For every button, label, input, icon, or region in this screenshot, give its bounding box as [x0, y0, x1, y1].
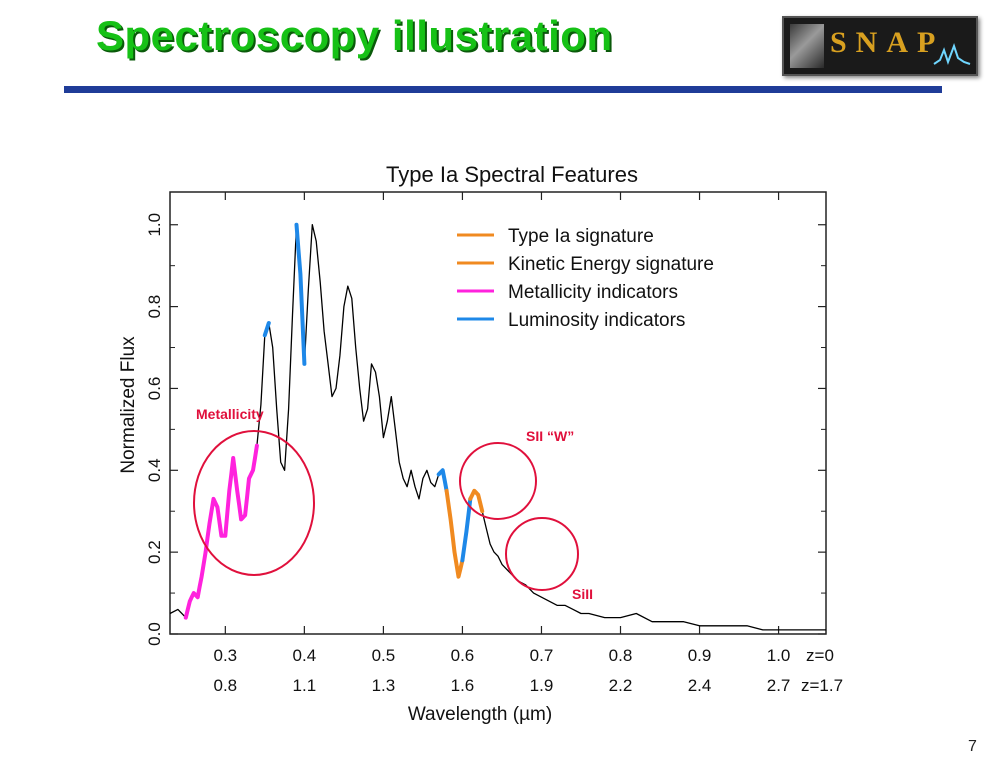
x-tick-label-observed: 0.6 — [451, 646, 475, 665]
x-tick-label-redshifted: 0.8 — [214, 676, 238, 695]
x-tick-label-observed: 0.7 — [530, 646, 554, 665]
x-tick-label-observed: 0.3 — [214, 646, 238, 665]
legend: Type Ia signature Kinetic Energy signatur… — [457, 226, 714, 331]
x-tick-label-redshifted: 2.7 — [767, 676, 791, 695]
sii-w-circle — [459, 442, 537, 520]
page-number: 7 — [968, 738, 977, 755]
luminosity-highlight — [294, 222, 307, 366]
siii-circle — [505, 517, 579, 591]
y-axis-label: Normalized Flux — [118, 336, 139, 474]
spectrum-layer — [169, 222, 826, 631]
y-axis-ticks: 0.0 0.2 0.4 0.6 0.8 1.0 — [145, 213, 826, 646]
annotation-metallicity: Metallicity — [196, 406, 264, 422]
y-tick-label: 1.0 — [145, 213, 164, 237]
x-tick-label-observed: 1.0 — [767, 646, 791, 665]
x-tick-label-observed: 0.4 — [293, 646, 317, 665]
x-tick-label-observed: z=0 — [806, 646, 834, 665]
luminosity-highlight — [460, 496, 473, 563]
x-tick-label-redshifted: 1.1 — [293, 676, 317, 695]
legend-label: Type Ia signature — [508, 226, 654, 247]
y-tick-label: 0.4 — [145, 458, 164, 482]
x-tick-label-observed: 0.8 — [609, 646, 633, 665]
x-tick-label-redshifted: 1.6 — [451, 676, 475, 695]
metallicity-highlight — [183, 443, 259, 620]
title-rule — [64, 86, 942, 93]
legend-label: Kinetic Energy signature — [508, 254, 714, 275]
logo-text: SNAP — [830, 26, 945, 59]
y-tick-label: 0.6 — [145, 377, 164, 401]
y-tick-label: 0.2 — [145, 540, 164, 564]
annotation-siii: SiII — [572, 586, 593, 602]
legend-label: Luminosity indicators — [508, 310, 685, 331]
x-tick-label-redshifted: 2.2 — [609, 676, 633, 695]
logo-spectrum-icon — [933, 43, 971, 65]
type_ia-highlight — [444, 488, 465, 579]
x-axis-label: Wavelength (µm) — [408, 704, 552, 725]
luminosity-highlight — [262, 321, 271, 338]
x-tick-label-redshifted: 1.3 — [372, 676, 396, 695]
snap-logo: SNAP — [782, 16, 978, 76]
slide-title: Spectroscopy illustration — [96, 12, 613, 59]
x-tick-label-redshifted: 2.4 — [688, 676, 712, 695]
x-tick-label-observed: 0.5 — [372, 646, 396, 665]
chart-title: Type Ia Spectral Features — [386, 162, 638, 187]
kinetic-highlight — [468, 488, 485, 514]
x-axis-ticks: 0.3 0.8 0.4 1.1 0.5 1.3 0.6 1.6 0.7 1.9 0.8 2.2 0.9 2… — [214, 192, 843, 695]
x-tick-label-redshifted: 1.9 — [530, 676, 554, 695]
luminosity-highlight — [436, 468, 449, 493]
annotation-sii-w: SII “W” — [526, 428, 574, 444]
plot-frame — [169, 191, 827, 635]
annotations: Metallicity SII “W” SiII — [193, 406, 593, 602]
x-tick-label-observed: 0.9 — [688, 646, 712, 665]
y-tick-label: 0.0 — [145, 622, 164, 646]
x-tick-label-redshifted: z=1.7 — [801, 676, 843, 695]
legend-label: Metallicity indicators — [508, 282, 678, 303]
y-tick-label: 0.8 — [145, 295, 164, 319]
metallicity-circle — [193, 430, 315, 576]
spectrum-line — [169, 224, 826, 631]
logo-streak-image — [790, 24, 824, 68]
